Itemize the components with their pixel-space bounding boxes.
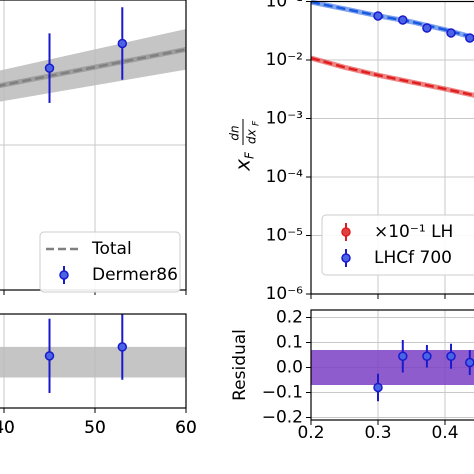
band [0, 346, 186, 378]
legend-swatch [341, 253, 351, 263]
axes-frame [310, 0, 474, 295]
point [422, 23, 432, 33]
legend-box [39, 231, 181, 293]
x-tick-label: 50 [84, 418, 106, 438]
y-tick-label: 10⁻³ [266, 109, 303, 129]
point [44, 351, 55, 361]
line-glow [0, 46, 187, 89]
y-label-den: dx [245, 128, 259, 144]
y-label-den-sub: F [252, 120, 262, 126]
y-tick-label: 10⁻² [266, 50, 303, 70]
y-tick-label: 10⁻⁴ [266, 167, 304, 187]
x-tick-label: 50 [84, 418, 106, 438]
y-tick-label: 0.0 [276, 358, 303, 378]
axes-frame [310, 309, 474, 421]
legend-box [321, 214, 474, 276]
point [446, 28, 456, 38]
point [44, 63, 55, 73]
panel: 4050601TotalDermer86 [0, 0, 197, 438]
point [373, 382, 383, 393]
point [373, 11, 383, 21]
line [310, 56, 474, 97]
panel: 0.2 0.3 0.4 0.2 0.1 0.0 −0.1 −0.2 Residual [230, 308, 474, 443]
x-tick-label: 0.2 [297, 423, 324, 443]
x-tick-label: 0.4 [431, 423, 458, 443]
y-axis-label: Residual [230, 329, 250, 401]
x-tick-label: 0.3 [364, 423, 391, 443]
legend-label: Total [91, 239, 132, 259]
y-tick-label: −0.1 [262, 383, 303, 403]
line [310, 0, 474, 39]
point [117, 342, 128, 352]
point [465, 357, 474, 368]
y-tick-label: 0.1 [276, 333, 303, 353]
point [398, 15, 408, 25]
point [422, 351, 432, 361]
panel: 40 50 60 [0, 313, 197, 438]
y-tick-label: 0.2 [276, 308, 303, 328]
y-tick-label: 10⁻¹ [266, 0, 303, 12]
point [465, 33, 474, 43]
point [398, 351, 408, 361]
legend-swatch [341, 227, 351, 237]
x-tick-label: 40 [0, 418, 15, 438]
legend-label: ×10⁻¹ LH [374, 222, 453, 242]
legend-label: LHCf 700 [374, 248, 452, 268]
axes-frame [0, 313, 187, 409]
y-tick-label: 10⁻⁶ [266, 284, 304, 304]
x-tick-label: 60 [175, 418, 197, 438]
y-label-base: x [231, 159, 255, 172]
band [311, 350, 474, 385]
x-tick-label: 40 [0, 418, 15, 438]
y-tick-label: 10⁻⁵ [266, 226, 303, 246]
legend-label: Dermer86 [92, 265, 178, 285]
x-tick-label: 60 [175, 418, 197, 438]
y-label-sub: F [243, 151, 257, 159]
y-label-num: dn [228, 125, 242, 140]
y-tick-label: −0.2 [262, 408, 303, 428]
point [117, 38, 128, 49]
legend-swatch [59, 270, 69, 280]
point [446, 351, 456, 361]
